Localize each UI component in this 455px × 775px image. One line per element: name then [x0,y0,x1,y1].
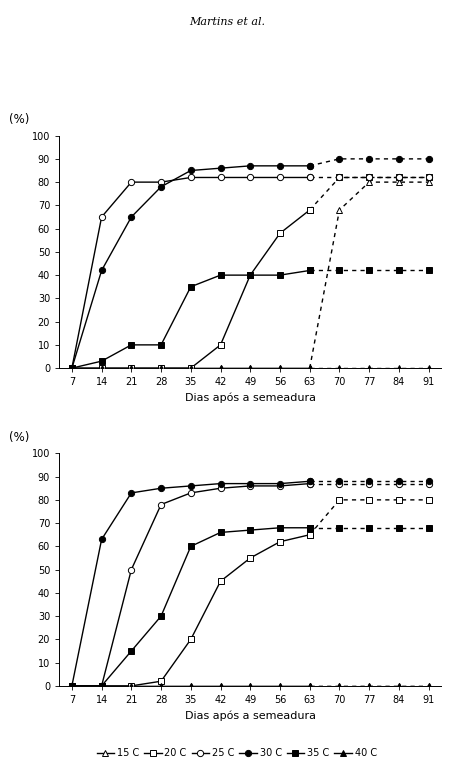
Legend: 15 C, 20 C, 25 C, 30 C, 35 C, 40 C: 15 C, 20 C, 25 C, 30 C, 35 C, 40 C [93,745,380,763]
X-axis label: Dias após a semeadura: Dias após a semeadura [185,711,316,721]
Text: (%): (%) [10,113,30,126]
Text: (%): (%) [10,431,30,444]
Text: Martins et al.: Martins et al. [189,17,266,27]
X-axis label: Dias após a semeadura: Dias após a semeadura [185,393,316,403]
